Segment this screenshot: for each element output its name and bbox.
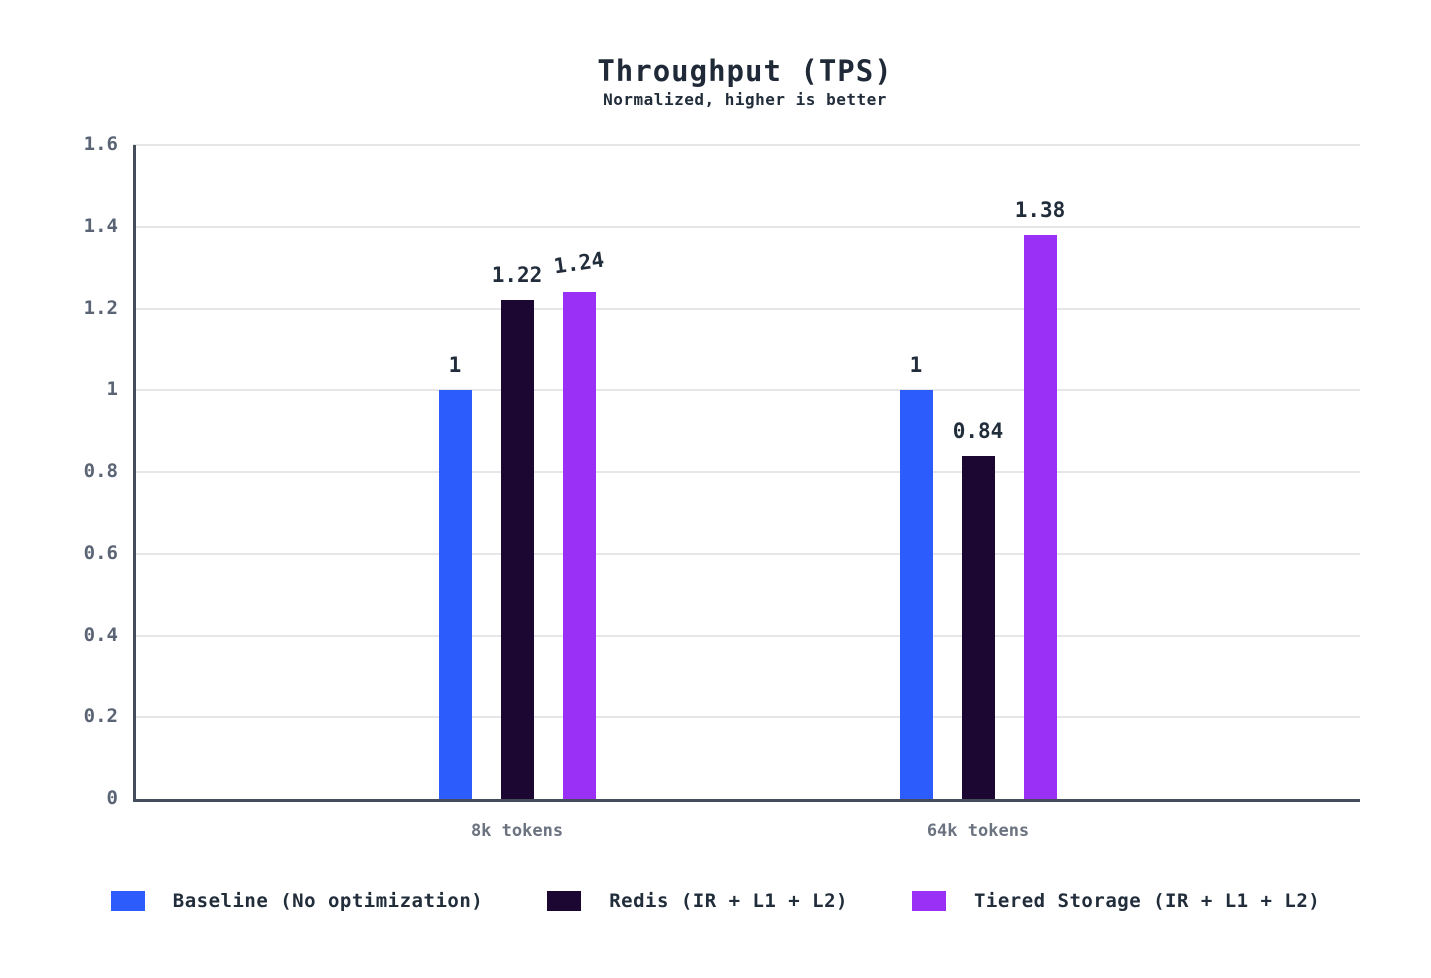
bar-value-label: 1	[448, 353, 462, 378]
legend-item: Tiered Storage (IR + L1 + L2)	[911, 890, 1321, 912]
y-axis-tick-label: 1.2	[83, 296, 118, 319]
y-axis-tick-label: 0.4	[83, 623, 118, 646]
legend: Baseline (No optimization) Redis (IR + L1…	[0, 890, 1431, 912]
y-axis-tick-label: 0	[106, 787, 118, 809]
bar-8k-tiered	[562, 292, 596, 799]
y-axis-tick-label: 0.8	[83, 460, 118, 482]
y-gridline	[133, 552, 1360, 555]
y-gridline	[133, 634, 1360, 637]
y-gridline	[133, 144, 1360, 146]
bar-value-label: 1.38	[1014, 197, 1066, 222]
y-axis-tick-label: 1	[106, 378, 118, 401]
legend-label: Baseline (No optimization)	[172, 890, 484, 912]
legend-item: Redis (IR + L1 + L2)	[547, 890, 848, 912]
x-axis-line	[133, 799, 1360, 802]
bar-value-label: 1.24	[552, 247, 606, 279]
chart-subtitle: Normalized, higher is better	[603, 90, 887, 109]
y-axis-tick-label: 0.6	[83, 541, 118, 564]
y-gridline	[133, 716, 1360, 719]
x-axis-category-label: 8k tokens	[470, 821, 564, 841]
chart-title: Throughput (TPS)	[597, 54, 893, 88]
legend-label: Tiered Storage (IR + L1 + L2)	[973, 890, 1321, 912]
y-gridline	[133, 389, 1360, 392]
legend-swatch	[911, 891, 946, 911]
bar-value-label: 0.84	[952, 418, 1004, 443]
y-axis-tick-label: 1.4	[83, 214, 118, 237]
bar-64k-tiered	[1023, 234, 1057, 799]
bar-value-label: 1.22	[491, 263, 543, 288]
y-gridline	[133, 471, 1360, 473]
y-gridline	[133, 225, 1360, 228]
legend-swatch	[110, 891, 145, 911]
x-axis-category-label: 64k tokens	[926, 821, 1030, 841]
legend-label: Redis (IR + L1 + L2)	[609, 890, 848, 912]
y-axis-line	[133, 145, 136, 799]
y-axis-tick-label: 1.6	[83, 133, 118, 155]
legend-item: Baseline (No optimization)	[110, 890, 484, 912]
bar-64k-baseline	[899, 390, 933, 799]
bar-64k-redis	[961, 455, 995, 799]
bar-value-label: 1	[909, 353, 923, 378]
bar-8k-redis	[500, 300, 534, 799]
y-axis-tick-label: 0.2	[83, 705, 118, 728]
y-gridline	[133, 307, 1360, 310]
legend-swatch	[547, 891, 582, 911]
bar-8k-baseline	[438, 390, 472, 799]
